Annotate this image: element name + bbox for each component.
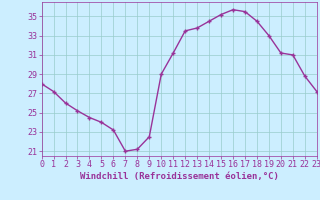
X-axis label: Windchill (Refroidissement éolien,°C): Windchill (Refroidissement éolien,°C) bbox=[80, 172, 279, 181]
